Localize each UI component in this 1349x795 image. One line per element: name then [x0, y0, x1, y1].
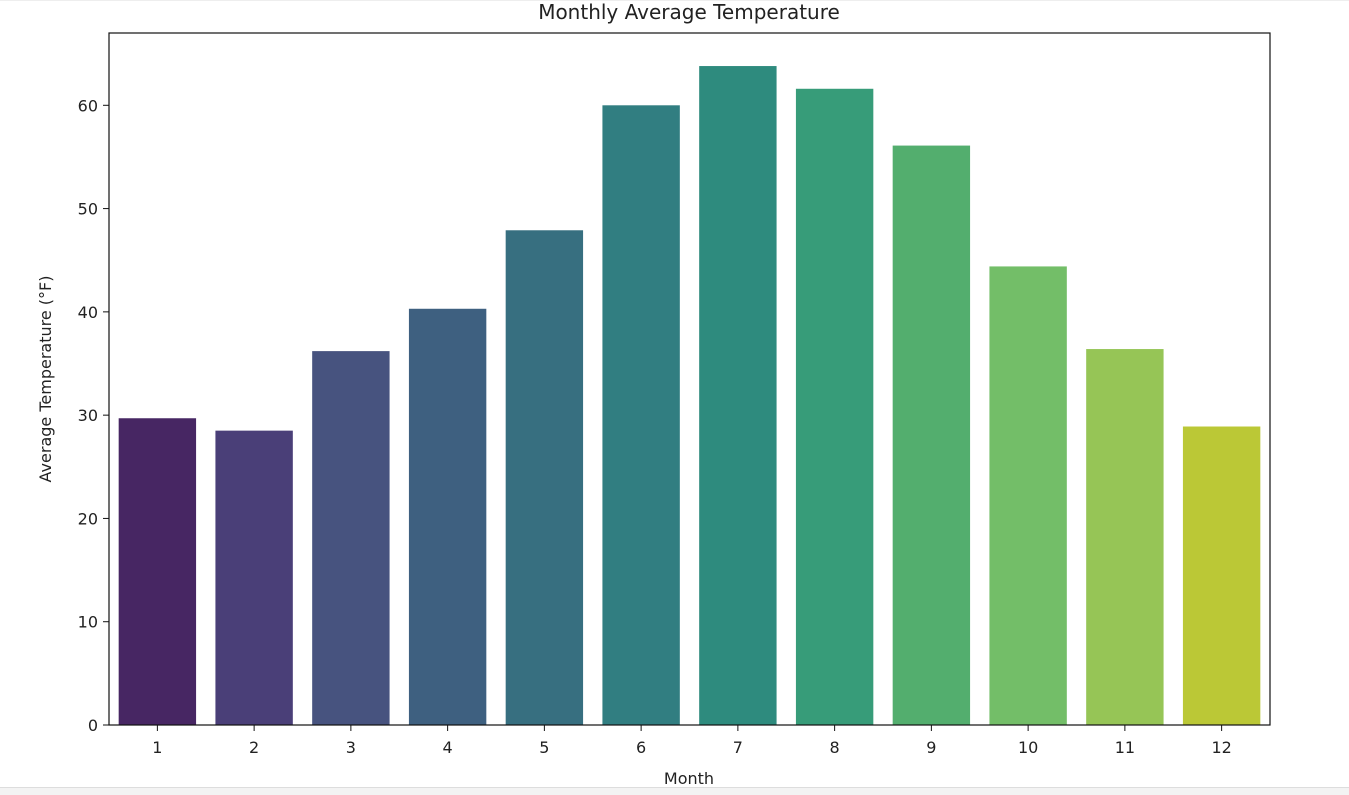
x-tick-label: 1	[152, 738, 162, 757]
x-tick-label: 6	[636, 738, 646, 757]
bar-month-5	[505, 230, 584, 725]
window-top-edge	[0, 0, 1349, 1]
y-tick-label: 30	[78, 406, 98, 425]
bar-month-2	[215, 430, 293, 725]
x-tick-label: 5	[539, 738, 549, 757]
y-tick-label: 20	[78, 509, 98, 528]
bar-month-1	[118, 418, 197, 725]
bar-month-6	[602, 105, 680, 725]
y-tick-label: 0	[88, 716, 98, 735]
x-tick-label: 10	[1018, 738, 1038, 757]
x-axis-ticks: 1 2 3 4 5 6 7 8 9 10 11 12	[152, 725, 1232, 757]
bar-month-3	[312, 351, 390, 725]
bar-month-4	[408, 308, 487, 725]
chart-title: Monthly Average Temperature	[538, 0, 840, 24]
x-tick-label: 7	[733, 738, 743, 757]
plot-area-frame	[108, 32, 1271, 726]
x-tick-label: 2	[249, 738, 259, 757]
x-tick-label: 9	[926, 738, 936, 757]
x-tick-label: 8	[830, 738, 840, 757]
x-tick-label: 11	[1115, 738, 1135, 757]
y-tick-label: 50	[78, 200, 98, 219]
y-axis-ticks: 0 10 20 30 40 50 60	[78, 96, 109, 735]
bars-group	[118, 66, 1261, 726]
window-bottom-edge	[0, 787, 1349, 795]
x-tick-label: 3	[346, 738, 356, 757]
y-tick-label: 60	[78, 96, 98, 115]
x-tick-label: 12	[1211, 738, 1231, 757]
bar-month-11	[1086, 349, 1164, 725]
bar-month-8	[795, 88, 874, 725]
bar-month-10	[989, 266, 1067, 725]
x-axis-label: Month	[664, 769, 714, 788]
y-axis-label: Average Temperature (°F)	[36, 276, 55, 483]
y-tick-label: 10	[78, 613, 98, 632]
y-tick-label: 40	[78, 303, 98, 322]
x-tick-label: 4	[443, 738, 453, 757]
bar-month-12	[1182, 426, 1261, 725]
bar-month-9	[892, 145, 971, 725]
bar-month-7	[699, 66, 777, 726]
